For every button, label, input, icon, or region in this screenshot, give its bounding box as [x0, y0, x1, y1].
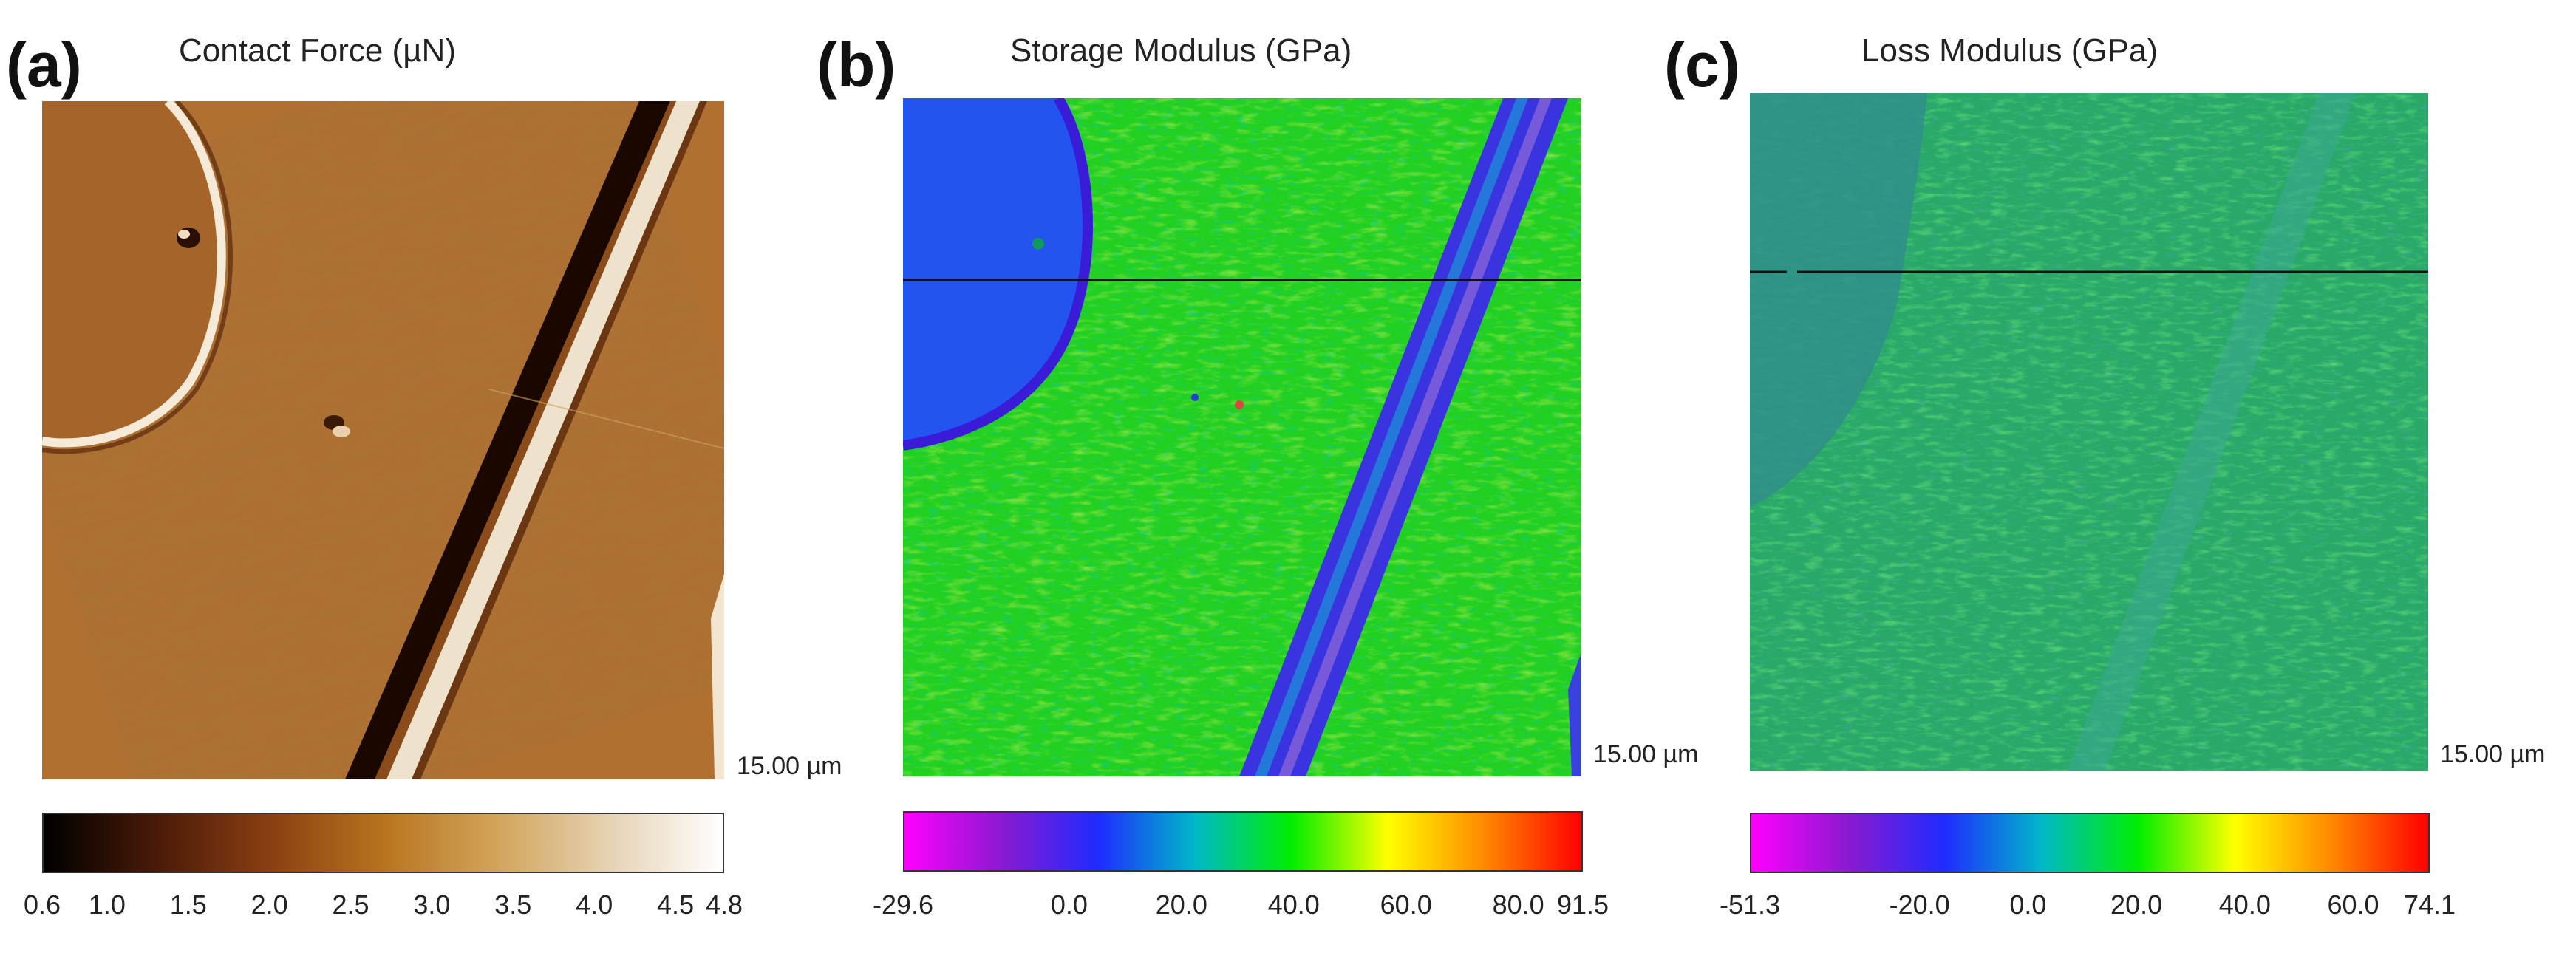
panel-a-tick-label: 4.5 — [657, 889, 695, 920]
panel-a-tick-label: 1.5 — [169, 889, 207, 920]
panel-a-image — [42, 101, 724, 779]
panel-c-tick-label: 20.0 — [2110, 889, 2163, 920]
panel-a-tick-label: 2.0 — [251, 889, 288, 920]
panel-b-tick-label: 20.0 — [1155, 889, 1207, 920]
panel-c-tick-label: 0.0 — [2009, 889, 2047, 920]
panel-a-tick-label: 1.0 — [88, 889, 126, 920]
panel-b-tick-label: 91.5 — [1556, 889, 1609, 920]
panel-c-tick-label: 60.0 — [2327, 889, 2379, 920]
panel-b-image — [903, 98, 1581, 776]
panel-c-tick-label: 40.0 — [2218, 889, 2271, 920]
panel-c-title: Loss Modulus (GPa) — [1861, 33, 2158, 69]
panel-b-title: Storage Modulus (GPa) — [1010, 33, 1352, 69]
panel-a-colorbar-ticks: 0.6 1.0 1.5 2.0 2.5 3.0 3.5 4.0 4.5 4.8 — [24, 889, 743, 926]
panel-b-letter: (b) — [817, 30, 896, 100]
panel-a-tick-label: 4.0 — [576, 889, 613, 920]
panel-a-title: Contact Force (µN) — [179, 33, 456, 69]
panel-a-tick-label: 4.8 — [705, 889, 743, 920]
panel-a-tick-label: 3.5 — [494, 889, 532, 920]
panel-a-tick-label: 3.0 — [413, 889, 451, 920]
panel-a-scale-label: 15.00 µm — [737, 752, 842, 780]
panel-b-colorbar — [903, 811, 1583, 872]
panel-b-tick-label: 0.0 — [1050, 889, 1088, 920]
panel-c-image — [1750, 93, 2428, 771]
panel-a-letter: (a) — [6, 30, 82, 100]
panel-b-colorbar-ticks: -29.6 0.0 20.0 40.0 60.0 80.0 91.5 — [873, 889, 1609, 926]
panel-b-tick-label: -29.6 — [872, 889, 934, 920]
panel-c-tick-label: -51.3 — [1719, 889, 1781, 920]
panel-c-scale-label: 15.00 µm — [2440, 740, 2546, 768]
panel-b-scale-label: 15.00 µm — [1593, 740, 1699, 768]
panel-a-tick-label: 0.6 — [23, 889, 61, 920]
panel-b-tick-label: 80.0 — [1492, 889, 1544, 920]
panel-c-colorbar-ticks: -51.3 -20.0 0.0 20.0 40.0 60.0 74.1 — [1720, 889, 2456, 926]
panel-a-tick-label: 2.5 — [332, 889, 369, 920]
panel-b-tick-label: 60.0 — [1380, 889, 1432, 920]
panel-c-colorbar — [1750, 813, 2430, 873]
panel-c-letter: (c) — [1664, 30, 1740, 100]
panel-b-tick-label: 40.0 — [1267, 889, 1320, 920]
panel-c-tick-label: 74.1 — [2403, 889, 2456, 920]
panel-c-tick-label: -20.0 — [1889, 889, 1950, 920]
panel-a-colorbar — [42, 813, 724, 873]
